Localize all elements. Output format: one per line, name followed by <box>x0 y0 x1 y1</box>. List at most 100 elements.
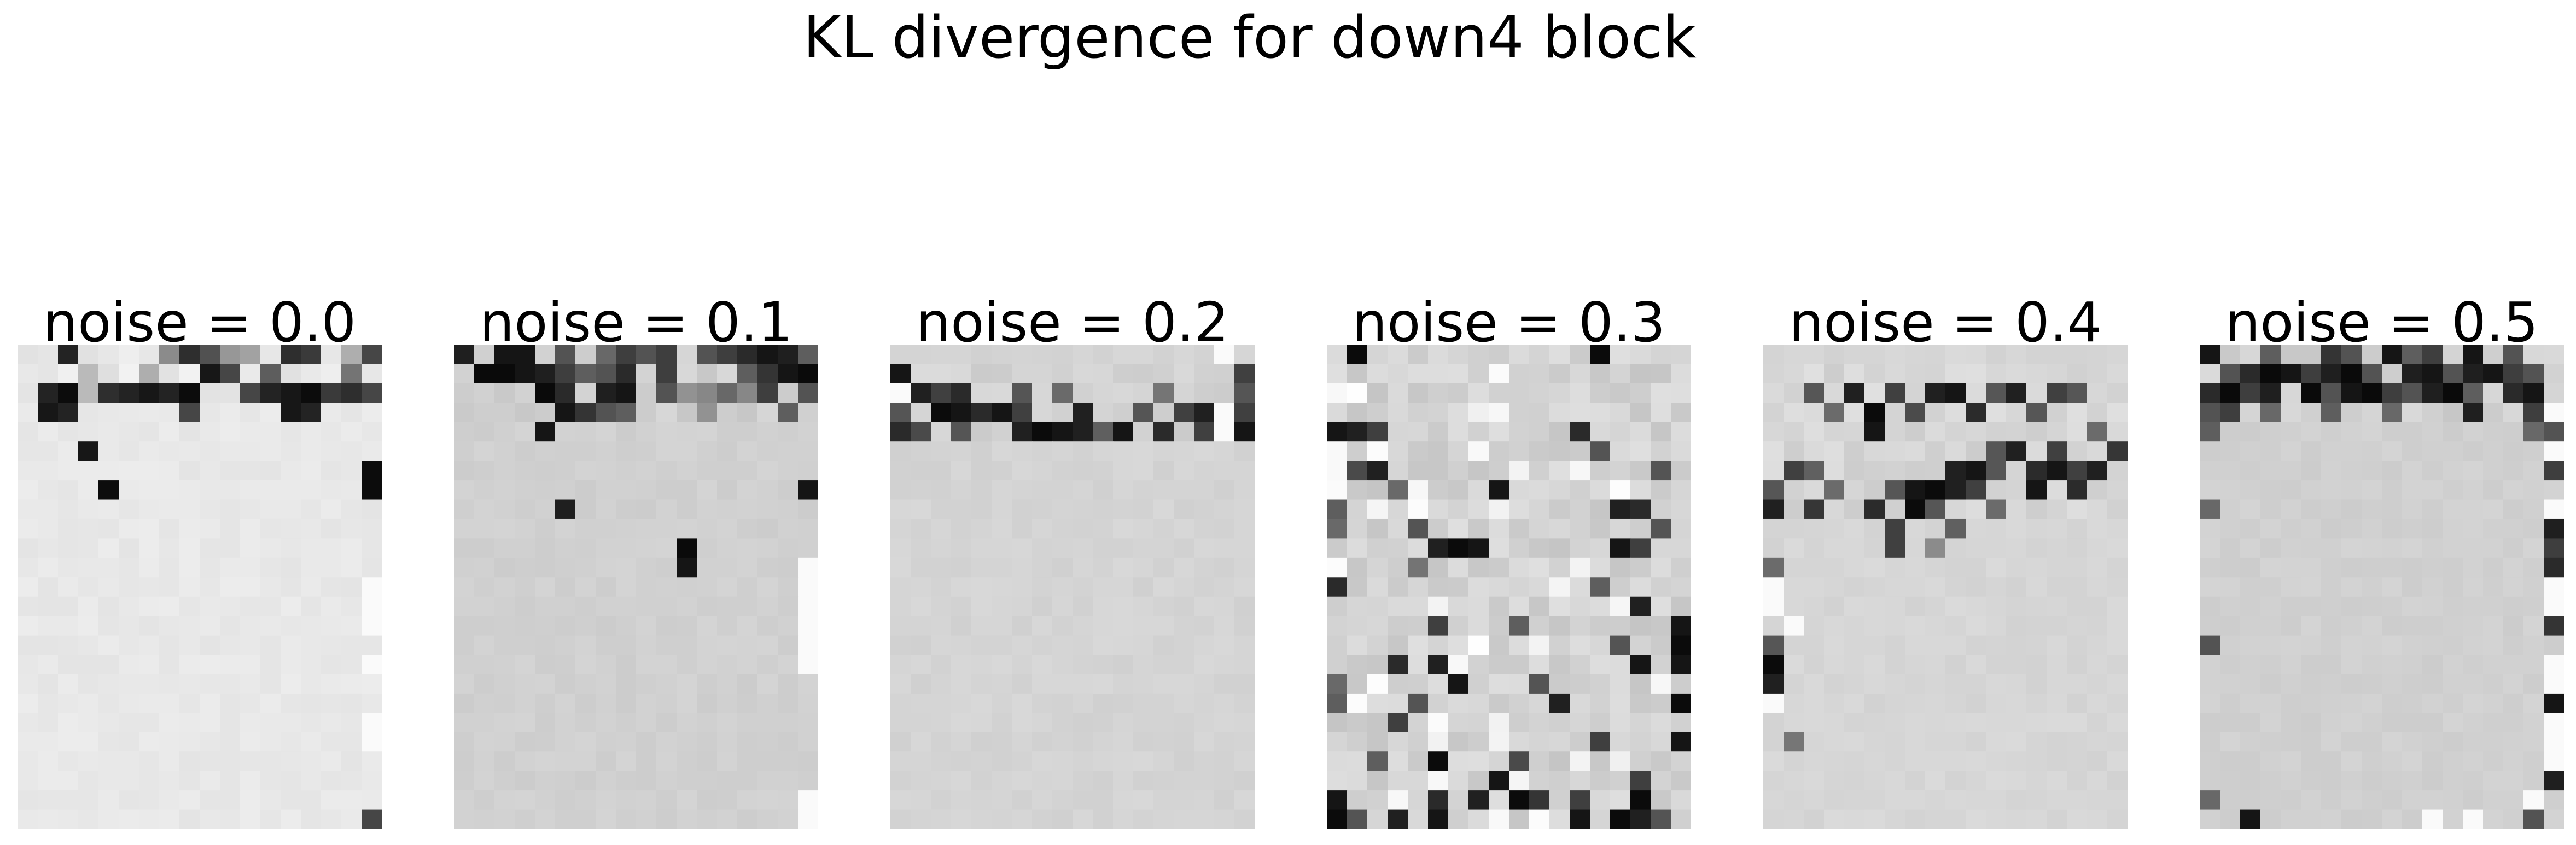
heatmap-cell <box>2544 383 2564 403</box>
heatmap-cell <box>240 790 261 811</box>
heatmap-cell <box>911 693 931 713</box>
heatmap-cell <box>240 557 261 578</box>
heatmap-cell <box>321 403 342 423</box>
heatmap-cell <box>1489 499 1510 520</box>
heatmap-cell <box>1214 557 1235 578</box>
heatmap-cell <box>1428 809 1449 829</box>
heatmap-cell <box>1448 441 1469 462</box>
heatmap-cell <box>1630 364 1651 384</box>
heatmap-cell <box>179 345 200 365</box>
heatmap-cell <box>1784 557 1804 578</box>
heatmap-cell <box>2523 596 2544 616</box>
heatmap-cell <box>2067 345 2088 365</box>
heatmap-cell <box>1133 809 1154 829</box>
heatmap-cell <box>717 713 738 733</box>
heatmap-cell <box>992 538 1012 558</box>
heatmap-cell <box>321 790 342 811</box>
heatmap-cell <box>1986 809 2007 829</box>
heatmap-cell <box>1214 751 1235 772</box>
heatmap-cell <box>757 538 778 558</box>
heatmap-cell <box>1945 616 1966 636</box>
heatmap-cell <box>2523 713 2544 733</box>
heatmap-cell <box>535 480 556 500</box>
heatmap-cell <box>1052 732 1073 752</box>
heatmap-cell <box>1945 732 1966 752</box>
heatmap-cell <box>890 480 911 500</box>
heatmap-cell <box>798 518 818 539</box>
heatmap-cell <box>992 596 1012 616</box>
heatmap-cell <box>677 499 697 520</box>
heatmap-cell <box>2402 422 2423 442</box>
heatmap-cell <box>2200 771 2221 791</box>
heatmap-cell <box>2544 635 2564 655</box>
heatmap-cell <box>1347 383 1368 403</box>
heatmap-cell <box>1925 461 1946 481</box>
heatmap-cell <box>2301 364 2322 384</box>
heatmap-cell <box>2402 790 2423 811</box>
heatmap-cell <box>798 655 818 675</box>
heatmap-cell <box>2107 596 2128 616</box>
heatmap-cell <box>1073 751 1093 772</box>
heatmap-cell <box>1570 809 1590 829</box>
heatmap-cell <box>58 732 79 752</box>
heatmap-cell <box>454 616 475 636</box>
heatmap-cell <box>636 364 657 384</box>
heatmap-cell <box>1327 674 1348 694</box>
heatmap-cell <box>971 655 992 675</box>
heatmap-cell <box>1448 538 1469 558</box>
heatmap-cell <box>2087 461 2108 481</box>
heatmap-cell <box>78 364 99 384</box>
heatmap-cell <box>1610 732 1631 752</box>
heatmap-cell <box>1549 732 1570 752</box>
heatmap-cell <box>2463 713 2484 733</box>
heatmap-cell <box>1651 441 1671 462</box>
heatmap-cell <box>2443 499 2463 520</box>
heatmap-cell <box>2107 771 2128 791</box>
heatmap-cell <box>2362 557 2382 578</box>
heatmap-cell <box>1367 538 1388 558</box>
heatmap-cell <box>2301 499 2322 520</box>
heatmap-cell <box>1153 732 1174 752</box>
heatmap-cell <box>911 557 931 578</box>
heatmap-cell <box>1194 616 1215 636</box>
heatmap-cell <box>1509 635 1530 655</box>
heatmap-cell <box>1630 403 1651 423</box>
heatmap-cell <box>717 751 738 772</box>
heatmap-cell <box>301 693 322 713</box>
heatmap-cell <box>1529 538 1550 558</box>
heatmap-cell <box>1630 771 1651 791</box>
heatmap-cell <box>778 809 799 829</box>
heatmap-cell <box>616 480 637 500</box>
heatmap-cell <box>1327 596 1348 616</box>
heatmap-cell <box>159 713 180 733</box>
heatmap-cell <box>737 557 758 578</box>
heatmap-cell <box>1549 674 1570 694</box>
heatmap-cell <box>1448 364 1469 384</box>
heatmap-cell <box>260 655 281 675</box>
heatmap-cell <box>220 461 241 481</box>
heatmap-cell <box>2087 771 2108 791</box>
heatmap-cell <box>1388 345 1408 365</box>
heatmap-cell <box>1489 480 1510 500</box>
heatmap-cell <box>494 713 515 733</box>
heatmap-cell <box>1549 403 1570 423</box>
heatmap-cell <box>1570 713 1590 733</box>
heatmap-cell <box>535 635 556 655</box>
heatmap-cell <box>616 557 637 578</box>
heatmap-cell <box>2047 383 2067 403</box>
heatmap-cell <box>1468 403 1489 423</box>
heatmap-cell <box>2523 635 2544 655</box>
heatmap-cell <box>931 577 952 597</box>
heatmap-cell <box>301 518 322 539</box>
heatmap-cell <box>240 713 261 733</box>
heatmap-cell <box>1448 809 1469 829</box>
heatmap-cell <box>1844 499 1865 520</box>
heatmap-cell <box>2503 732 2524 752</box>
heatmap-cell <box>1388 577 1408 597</box>
heatmap-cell <box>951 538 972 558</box>
heatmap-cell <box>474 499 495 520</box>
heatmap-cell <box>1012 364 1033 384</box>
heatmap-cell <box>1428 538 1449 558</box>
heatmap-cell <box>2463 655 2484 675</box>
heatmap-cell <box>757 732 778 752</box>
